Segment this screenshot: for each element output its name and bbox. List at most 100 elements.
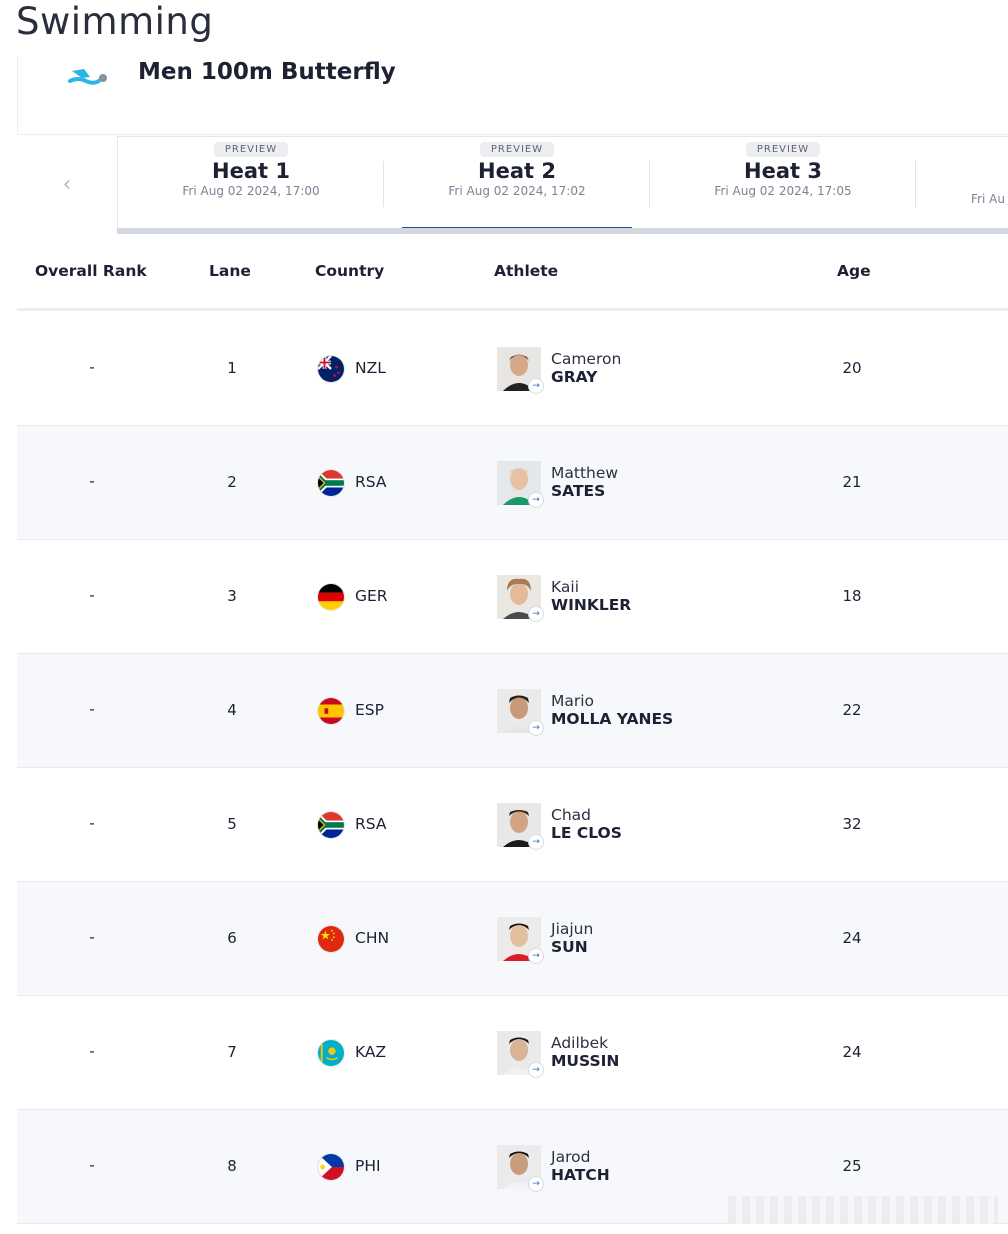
arrow-right-icon: →	[528, 720, 544, 736]
heat-tabs: PREVIEW Heat 1 Fri Aug 02 2024, 17:00 PR…	[117, 136, 1008, 233]
athlete-avatar[interactable]: →	[497, 575, 544, 622]
country-code: ESP	[355, 701, 384, 719]
lane-cell: 1	[227, 359, 237, 377]
event-name: Men 100m Butterfly	[138, 59, 396, 85]
country-code: RSA	[355, 473, 387, 491]
flag-esp-icon	[317, 697, 345, 725]
athlete-first-name[interactable]: Cameron	[551, 350, 622, 368]
age-cell: 32	[842, 815, 862, 833]
event-header: Men 100m Butterfly	[17, 56, 1008, 135]
rank-cell: -	[89, 700, 95, 718]
lane-cell: 2	[227, 473, 237, 491]
athlete-last-name[interactable]: SATES	[551, 482, 606, 500]
table-row[interactable]: - 2 RSA → Matthew SATES 21	[17, 426, 1008, 540]
athlete-avatar[interactable]: →	[497, 461, 544, 508]
age-cell: 22	[842, 701, 862, 719]
arrow-right-icon: →	[528, 834, 544, 850]
previous-heats-button[interactable]: ‹	[17, 136, 117, 232]
chevron-left-icon: ‹	[62, 171, 72, 197]
preview-badge: PREVIEW	[479, 142, 555, 157]
heats-navigation: ‹ PREVIEW Heat 1 Fri Aug 02 2024, 17:00 …	[17, 136, 1008, 236]
column-country[interactable]: Country	[315, 262, 385, 280]
swimming-icon	[68, 65, 108, 87]
table-header: Overall Rank Lane Country Athlete Age	[17, 248, 1008, 311]
athlete-last-name[interactable]: GRAY	[551, 368, 598, 386]
heat-time: Fri Aug 02 2024, 17:00	[182, 184, 320, 198]
arrow-right-icon: →	[528, 492, 544, 508]
athlete-avatar[interactable]: →	[497, 1031, 544, 1078]
heats-scroll-track	[117, 228, 1008, 234]
heat-time: Fri Au	[971, 192, 1005, 206]
athlete-avatar[interactable]: →	[497, 1145, 544, 1192]
athlete-last-name[interactable]: WINKLER	[551, 596, 632, 614]
athlete-last-name[interactable]: MOLLA YANES	[551, 710, 674, 728]
athlete-first-name[interactable]: Kaii	[551, 578, 580, 596]
table-row[interactable]: - 3 GER → Kaii WINKLER 18	[17, 540, 1008, 654]
lane-cell: 3	[227, 587, 237, 605]
heat-time: Fri Aug 02 2024, 17:05	[714, 184, 852, 198]
athlete-avatar[interactable]: →	[497, 803, 544, 850]
results-table: - 1 NZL → Cameron GRAY 20 - 2 RSA → Matt…	[17, 312, 1008, 1224]
heat-time: Fri Aug 02 2024, 17:02	[448, 184, 586, 198]
country-code: CHN	[355, 929, 390, 947]
column-athlete[interactable]: Athlete	[494, 262, 559, 280]
country-code: PHI	[355, 1157, 381, 1175]
country-code: KAZ	[355, 1043, 387, 1061]
watermark	[728, 1196, 998, 1224]
heat-name: Heat 3	[744, 159, 822, 183]
athlete-avatar[interactable]: →	[497, 347, 544, 394]
tab-heat-4[interactable]: Fri Au	[916, 137, 1008, 229]
rank-cell: -	[89, 1156, 95, 1174]
lane-cell: 4	[227, 701, 237, 719]
athlete-first-name[interactable]: Matthew	[551, 464, 619, 482]
athlete-first-name[interactable]: Chad	[551, 806, 591, 824]
tab-heat-2[interactable]: PREVIEW Heat 2 Fri Aug 02 2024, 17:02	[384, 137, 650, 232]
flag-nzl-icon	[317, 355, 345, 383]
age-cell: 24	[842, 929, 862, 947]
athlete-last-name[interactable]: LE CLOS	[551, 824, 622, 842]
column-overall-rank[interactable]: Overall Rank	[35, 262, 147, 280]
lane-cell: 6	[227, 929, 237, 947]
sport-title: Swimming	[16, 0, 214, 43]
preview-badge: PREVIEW	[213, 142, 289, 157]
age-cell: 25	[842, 1157, 862, 1175]
athlete-first-name[interactable]: Adilbek	[551, 1034, 609, 1052]
arrow-right-icon: →	[528, 948, 544, 964]
arrow-right-icon: →	[528, 1062, 544, 1078]
table-row[interactable]: - 7 KAZ → Adilbek MUSSIN 24	[17, 996, 1008, 1110]
rank-cell: -	[89, 358, 95, 376]
lane-cell: 7	[227, 1043, 237, 1061]
flag-rsa-icon	[317, 811, 345, 839]
age-cell: 20	[842, 359, 862, 377]
flag-rsa-icon	[317, 469, 345, 497]
athlete-last-name[interactable]: MUSSIN	[551, 1052, 620, 1070]
athlete-last-name[interactable]: HATCH	[551, 1166, 610, 1184]
tab-heat-1[interactable]: PREVIEW Heat 1 Fri Aug 02 2024, 17:00	[118, 137, 384, 229]
rank-cell: -	[89, 814, 95, 832]
table-row[interactable]: - 1 NZL → Cameron GRAY 20	[17, 312, 1008, 426]
heat-name: Heat 1	[212, 159, 290, 183]
table-row[interactable]: - 6 CHN → Jiajun SUN 24	[17, 882, 1008, 996]
table-row[interactable]: - 5 RSA → Chad LE CLOS 32	[17, 768, 1008, 882]
column-lane[interactable]: Lane	[209, 262, 251, 280]
lane-cell: 5	[227, 815, 237, 833]
table-row[interactable]: - 4 ESP → Mario MOLLA YANES 22	[17, 654, 1008, 768]
athlete-first-name[interactable]: Mario	[551, 692, 595, 710]
athlete-avatar[interactable]: →	[497, 689, 544, 736]
tab-heat-3[interactable]: PREVIEW Heat 3 Fri Aug 02 2024, 17:05	[650, 137, 916, 229]
athlete-first-name[interactable]: Jiajun	[551, 920, 594, 938]
country-code: GER	[355, 587, 388, 605]
column-age[interactable]: Age	[837, 262, 871, 280]
arrow-right-icon: →	[528, 378, 544, 394]
age-cell: 18	[842, 587, 862, 605]
age-cell: 24	[842, 1043, 862, 1061]
flag-phi-icon	[317, 1153, 345, 1181]
heat-name: Heat 2	[478, 159, 556, 183]
rank-cell: -	[89, 1042, 95, 1060]
athlete-first-name[interactable]: Jarod	[551, 1148, 591, 1166]
age-cell: 21	[842, 473, 862, 491]
athlete-last-name[interactable]: SUN	[551, 938, 588, 956]
athlete-avatar[interactable]: →	[497, 917, 544, 964]
preview-badge: PREVIEW	[745, 142, 821, 157]
flag-ger-icon	[317, 583, 345, 611]
